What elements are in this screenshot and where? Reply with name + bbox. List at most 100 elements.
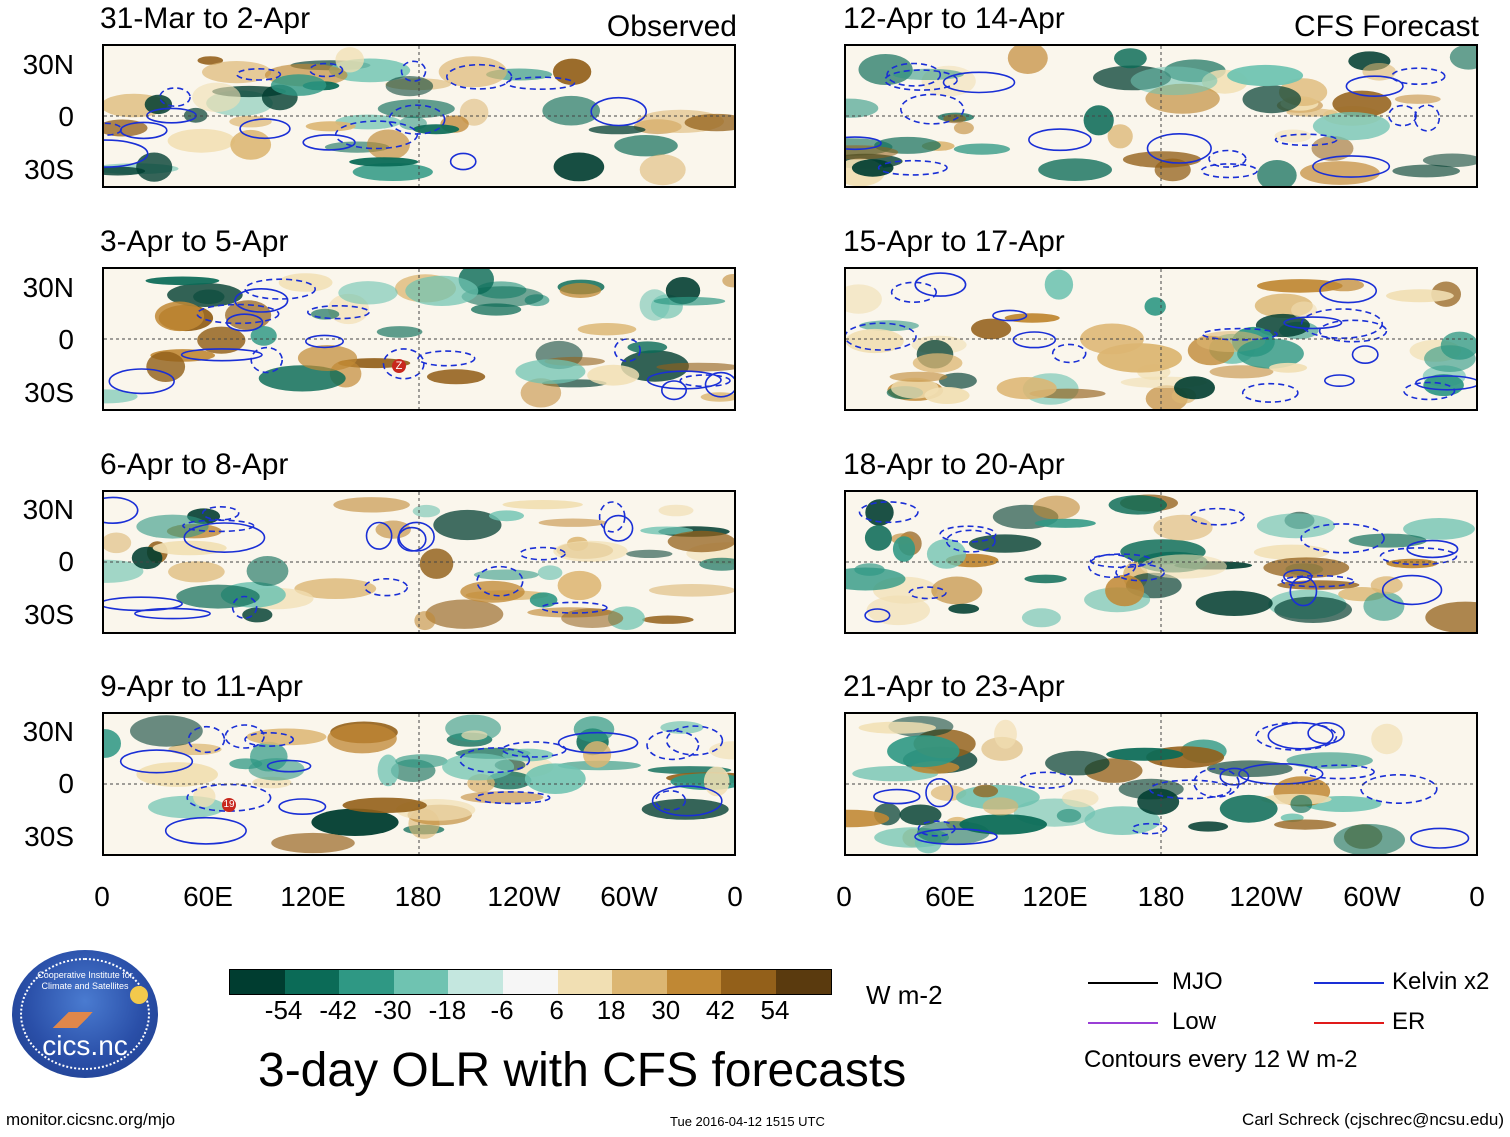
- olr-anomaly-blob: [197, 56, 224, 65]
- olr-anomaly-blob: [461, 730, 488, 741]
- olr-anomaly-blob: [583, 741, 612, 768]
- olr-anomaly-blob: [104, 389, 138, 404]
- kelvin-contour: [1146, 133, 1212, 164]
- lon-tick-label: 120E: [280, 881, 346, 912]
- kelvin-contour: [914, 272, 967, 297]
- kelvin-contour: [1406, 539, 1459, 559]
- kelvin-contour: [886, 62, 942, 87]
- lat-tick-label: 0: [58, 768, 74, 799]
- sun-icon: [130, 986, 148, 1004]
- olr-anomaly-blob: [931, 576, 983, 605]
- kelvin-contour: [1413, 104, 1441, 132]
- lat-tick-label: 30N: [22, 272, 74, 303]
- kelvin-contour: [302, 134, 356, 151]
- kelvin-contour: [250, 346, 283, 374]
- kelvin-contour: [704, 371, 734, 398]
- panel-title: 12-Apr to 14-Apr: [843, 2, 1065, 35]
- olr-anomaly-blob: [1209, 365, 1274, 379]
- olr-anomaly-blob: [502, 748, 554, 762]
- kelvin-contour: [873, 788, 921, 805]
- olr-anomaly-blob: [395, 754, 448, 768]
- olr-anomaly-blob: [246, 556, 289, 586]
- colorbar-unit: W m-2: [866, 980, 943, 1010]
- kelvin-contour: [108, 368, 175, 395]
- olr-anomaly-blob: [1114, 48, 1147, 69]
- olr-anomaly-blob: [722, 274, 734, 288]
- olr-anomaly-blob: [846, 809, 890, 828]
- kelvin-contour: [1131, 822, 1168, 835]
- kelvin-contour: [1200, 163, 1258, 179]
- kelvin-contour: [660, 380, 687, 401]
- olr-anomaly-blob: [425, 599, 504, 629]
- olr-anomaly-blob: [1144, 297, 1166, 316]
- kelvin-contour: [1019, 771, 1074, 789]
- olr-anomaly-blob: [587, 364, 640, 386]
- olr-anomaly-blob: [968, 534, 1042, 553]
- kelvin-contour: [1149, 779, 1232, 800]
- kelvin-contour: [613, 338, 642, 363]
- kelvin-contour: [1415, 375, 1476, 391]
- olr-anomaly-blob: [419, 548, 454, 579]
- olr-anomaly-blob: [537, 565, 563, 580]
- olr-anomaly-blob: [136, 762, 218, 787]
- lon-tick-label: 60E: [925, 881, 975, 912]
- olr-anomaly-blob: [1424, 345, 1476, 372]
- olr-anomaly-blob: [938, 372, 977, 389]
- olr-anomaly-blob: [130, 715, 203, 747]
- olr-anomaly-blob: [502, 500, 583, 510]
- lon-tick-label: 60E: [183, 881, 233, 912]
- olr-anomaly-blob: [1062, 789, 1099, 808]
- website-link[interactable]: monitor.cicsnc.org/mjo: [6, 1110, 176, 1129]
- kelvin-contour: [180, 348, 263, 362]
- olr-anomaly-blob: [524, 763, 586, 794]
- olr-anomaly-blob: [1311, 135, 1354, 161]
- lon-tick-label: 0: [1469, 881, 1485, 912]
- kelvin-contour: [1115, 563, 1166, 582]
- legend-line-kelvin: [1314, 982, 1384, 984]
- legend-label-mjo: MJO: [1172, 968, 1223, 995]
- olr-anomaly-blob: [948, 603, 980, 614]
- kelvin-contour: [388, 104, 446, 135]
- colorbar-swatch: [230, 970, 285, 994]
- olr-anomaly-blob: [136, 514, 209, 539]
- olr-anomaly-blob: [414, 611, 436, 631]
- olr-anomaly-blob: [1004, 313, 1060, 323]
- lon-tick-label: 180: [1137, 881, 1185, 912]
- colorbar-tick-label: -54: [264, 995, 303, 1025]
- olr-anomaly-blob: [639, 154, 686, 186]
- olr-anomaly-blob: [887, 735, 960, 768]
- olr-anomaly-blob: [529, 592, 558, 608]
- olr-anomaly-blob: [327, 723, 397, 754]
- timestamp: Tue 2016-04-12 1515 UTC: [670, 1114, 825, 1129]
- kelvin-contour: [877, 159, 948, 176]
- logo-ring: [20, 958, 150, 1070]
- olr-anomaly-blob: [684, 113, 734, 132]
- olr-anomaly-blob: [515, 359, 586, 384]
- olr-anomaly-blob: [438, 56, 507, 88]
- olr-anomaly-blob: [953, 121, 974, 135]
- olr-anomaly-blob: [104, 532, 132, 554]
- lon-tick-label: 180: [394, 881, 442, 912]
- olr-anomaly-blob: [131, 546, 163, 570]
- olr-anomaly-blob: [658, 504, 694, 517]
- kelvin-contour: [305, 334, 345, 349]
- kelvin-contour: [306, 304, 370, 320]
- olr-anomaly-blob: [311, 808, 399, 836]
- olr-anomaly-blob: [104, 729, 121, 758]
- olr-anomaly-blob: [709, 741, 734, 760]
- colorbar: [229, 969, 832, 995]
- olr-anomaly-blob: [865, 499, 894, 526]
- olr-anomaly-blob: [1174, 376, 1215, 400]
- lat-tick-label: 0: [58, 324, 74, 355]
- kelvin-contour: [655, 790, 687, 811]
- olr-anomaly-blob: [1370, 576, 1403, 594]
- kelvin-contour: [992, 309, 1028, 322]
- kelvin-contour: [899, 93, 965, 125]
- olr-anomaly-blob: [1154, 158, 1191, 182]
- lat-tick-label: 0: [58, 546, 74, 577]
- olr-anomaly-blob: [246, 728, 327, 746]
- kelvin-contour: [236, 67, 282, 81]
- olr-map: [102, 44, 736, 188]
- kelvin-contour: [598, 501, 626, 533]
- olr-anomaly-blob: [152, 540, 227, 556]
